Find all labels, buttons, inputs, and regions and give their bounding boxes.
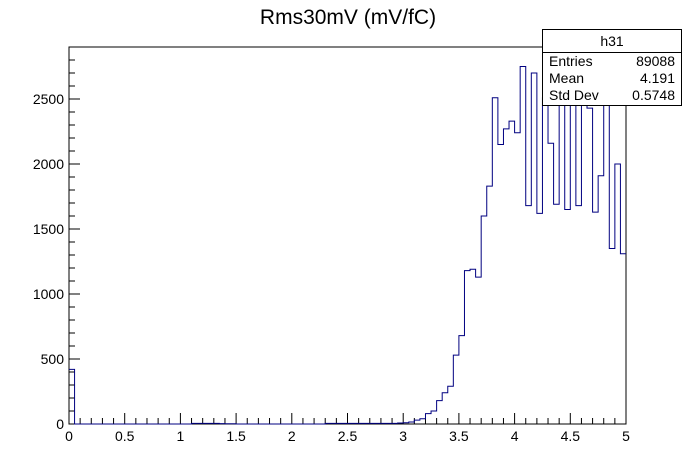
histogram-bin bbox=[414, 420, 420, 424]
histogram-bin bbox=[526, 206, 532, 424]
histogram-outline bbox=[69, 66, 626, 425]
histogram-bin bbox=[615, 164, 621, 424]
x-axis: 0 0.5 1 1.5 2 2.5 3 3.5 4 4.5 5 bbox=[65, 413, 630, 444]
x-tick-label: 5 bbox=[622, 428, 630, 444]
stats-row-stddev: Std Dev 0.5748 bbox=[543, 87, 681, 104]
histogram-bin bbox=[431, 411, 437, 424]
stats-mean-value: 4.191 bbox=[639, 70, 675, 86]
histogram-bin bbox=[498, 145, 504, 425]
x-tick-label: 4.5 bbox=[561, 428, 581, 444]
histogram-bin bbox=[542, 98, 548, 424]
x-tick-label: 0.5 bbox=[115, 428, 135, 444]
x-tick-label: 2 bbox=[288, 428, 296, 444]
histogram-bin bbox=[559, 104, 565, 424]
chart-title: Rms30mV (mV/fC) bbox=[259, 6, 437, 29]
histogram-bin bbox=[587, 108, 593, 424]
y-axis: 0 500 1000 1500 2000 2500 bbox=[33, 46, 80, 432]
y-tick-label: 1000 bbox=[33, 286, 64, 302]
histogram-bin bbox=[476, 277, 482, 424]
histogram-bin bbox=[420, 419, 426, 424]
y-tick-label: 2000 bbox=[33, 156, 64, 172]
x-tick-label: 4 bbox=[511, 428, 519, 444]
stats-entries-label: Entries bbox=[549, 53, 593, 69]
x-tick-label: 1 bbox=[177, 428, 185, 444]
stats-stddev-label: Std Dev bbox=[549, 87, 599, 103]
stats-stddev-value: 0.5748 bbox=[632, 87, 675, 103]
histogram-bin bbox=[520, 67, 526, 425]
histogram-bin bbox=[609, 249, 615, 425]
histogram-bin bbox=[570, 90, 576, 424]
histogram-bin bbox=[620, 254, 626, 424]
histogram-bin bbox=[565, 210, 571, 425]
histogram-bin bbox=[448, 386, 454, 424]
histogram-bin bbox=[425, 414, 431, 424]
histogram-bin bbox=[503, 129, 509, 424]
histogram-bin bbox=[604, 86, 610, 424]
x-tick-label: 3 bbox=[399, 428, 407, 444]
y-tick-label: 500 bbox=[41, 351, 65, 367]
x-tick-label: 1.5 bbox=[226, 428, 246, 444]
histogram-bin bbox=[576, 206, 582, 424]
histogram-bin bbox=[537, 213, 543, 424]
histogram-bin bbox=[515, 133, 521, 424]
stats-mean-label: Mean bbox=[549, 70, 585, 86]
histogram-bin bbox=[509, 121, 515, 424]
histogram-bin bbox=[548, 143, 554, 424]
y-tick-label: 2500 bbox=[33, 91, 64, 107]
histogram-bin bbox=[554, 204, 560, 424]
histogram-bin bbox=[470, 269, 476, 424]
stats-entries-value: 89088 bbox=[636, 53, 675, 69]
histogram-bin bbox=[453, 355, 459, 424]
histogram-bin bbox=[492, 98, 498, 424]
histogram-bin bbox=[487, 186, 493, 424]
histogram-bin bbox=[69, 369, 75, 424]
x-tick-label: 0 bbox=[65, 428, 73, 444]
histogram-bin bbox=[442, 393, 448, 424]
histogram-bin bbox=[531, 73, 537, 424]
histogram-bin bbox=[459, 336, 465, 424]
x-tick-label: 2.5 bbox=[338, 428, 358, 444]
stats-row-entries: Entries 89088 bbox=[543, 53, 681, 70]
histogram-bin bbox=[581, 94, 587, 424]
histogram-bin bbox=[598, 176, 604, 424]
stats-histogram-name: h31 bbox=[543, 30, 681, 53]
y-tick-label: 1500 bbox=[33, 221, 64, 237]
histogram-bin bbox=[481, 216, 487, 424]
histogram-bin bbox=[593, 212, 599, 424]
histogram-bin bbox=[437, 401, 443, 424]
stats-row-mean: Mean 4.191 bbox=[543, 70, 681, 87]
histogram-bin bbox=[464, 271, 470, 424]
x-tick-label: 3.5 bbox=[449, 428, 469, 444]
y-tick-label: 0 bbox=[56, 416, 64, 432]
stats-box: h31 Entries 89088 Mean 4.191 Std Dev 0.5… bbox=[542, 29, 682, 106]
